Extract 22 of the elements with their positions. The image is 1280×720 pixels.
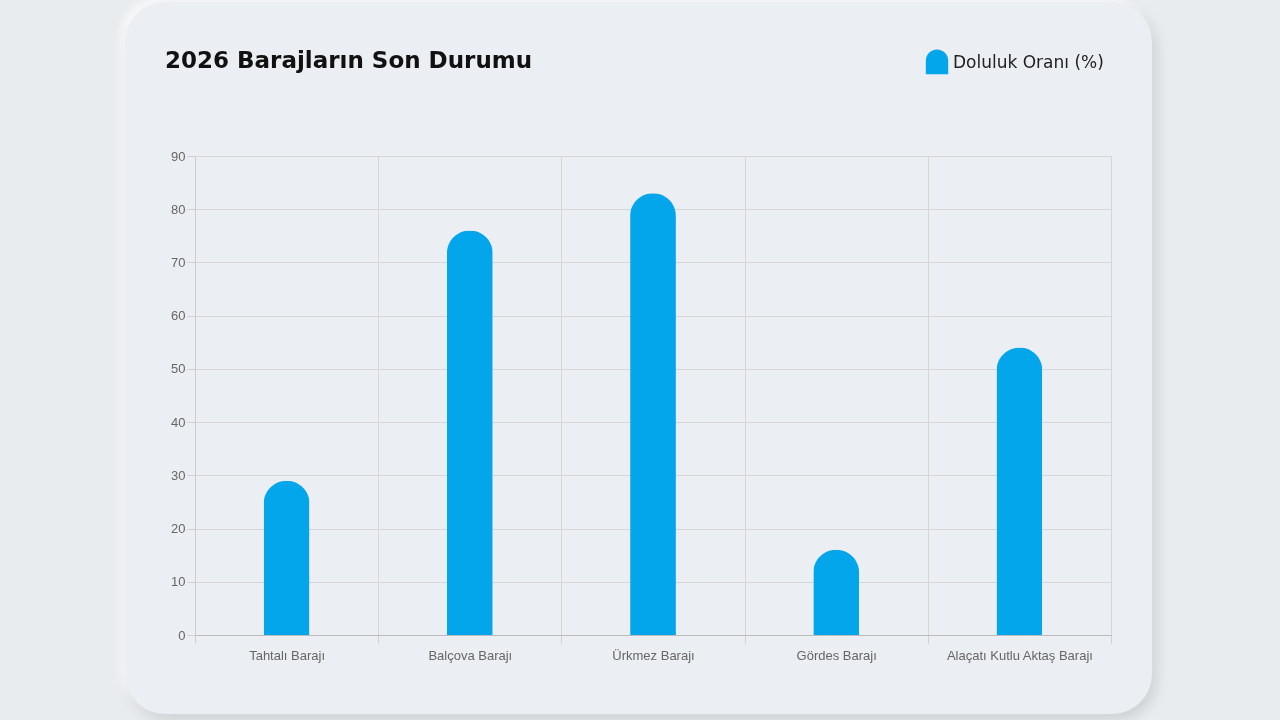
- y-tick-label: 40: [171, 414, 186, 430]
- y-tick-label: 90: [171, 148, 186, 164]
- y-tick-label: 20: [171, 521, 186, 537]
- x-tick-label: Balçova Barajı: [428, 647, 513, 663]
- bar: [996, 347, 1043, 635]
- bar: [630, 193, 676, 635]
- x-tick-label: Gördes Barajı: [796, 647, 877, 663]
- x-tick-label: Ürkmez Barajı: [612, 647, 695, 663]
- chart-title: 2026 Barajların Son Durumu: [165, 47, 533, 73]
- bar: [813, 549, 860, 635]
- y-tick-label: 80: [171, 201, 186, 217]
- y-tick-label: 60: [171, 308, 186, 324]
- y-tick-label: 50: [171, 361, 186, 377]
- legend-label: Doluluk Oranı (%): [953, 52, 1104, 72]
- y-tick-label: 30: [171, 467, 186, 483]
- bar: [263, 480, 310, 635]
- y-tick-label: 70: [171, 254, 186, 270]
- y-tick-label: 10: [171, 574, 186, 590]
- x-tick-label: Tahtalı Barajı: [249, 647, 326, 663]
- x-tick-label: Alaçatı Kutlu Aktaş Barajı: [946, 647, 1093, 663]
- bar: [446, 230, 493, 635]
- y-tick-label: 0: [178, 627, 186, 643]
